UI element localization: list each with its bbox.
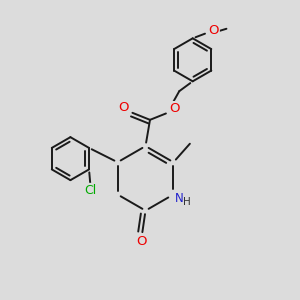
Text: O: O: [169, 102, 180, 115]
Text: N: N: [175, 193, 184, 206]
Text: Cl: Cl: [84, 184, 97, 197]
Text: H: H: [183, 197, 190, 207]
Text: O: O: [208, 24, 219, 37]
Text: O: O: [137, 235, 147, 248]
Text: O: O: [118, 101, 129, 114]
